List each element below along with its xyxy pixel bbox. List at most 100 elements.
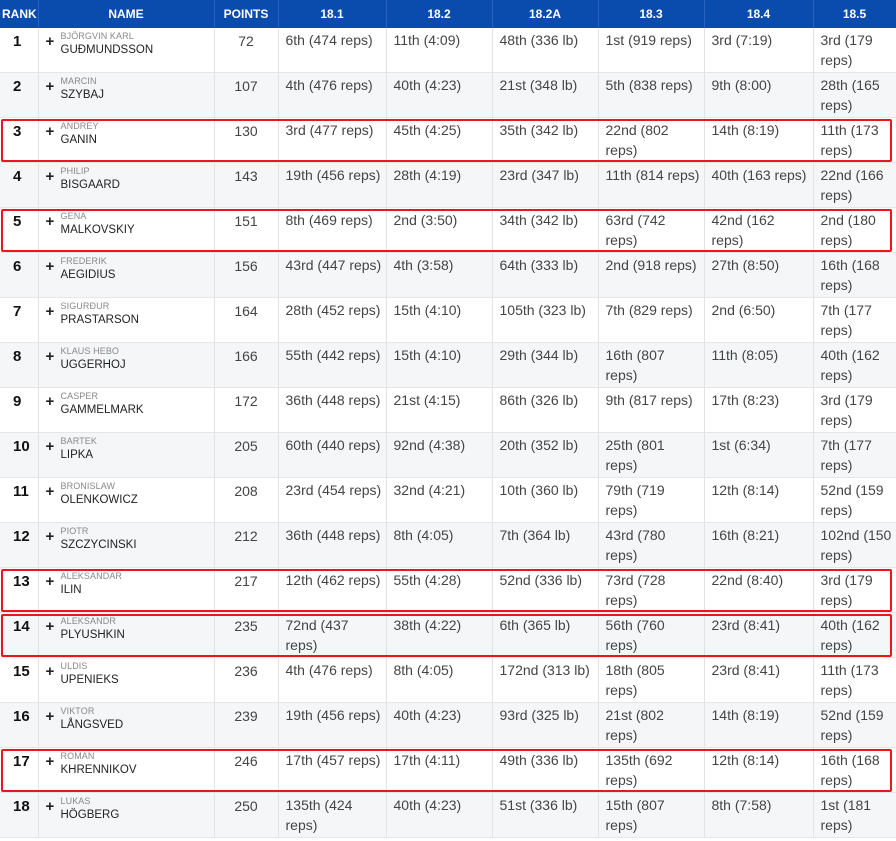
points-cell: 205	[214, 432, 279, 478]
header-18-5[interactable]: 18.5	[813, 0, 896, 28]
athlete-name-cell: + PHILIP BISGAARD	[38, 162, 215, 208]
workout-score-cell: 16th (8:21)	[704, 522, 814, 568]
athlete-last-name: LIPKA	[60, 449, 94, 461]
athlete-name-cell: + ALEKSANDAR ILIN	[38, 567, 215, 613]
expand-plus-icon[interactable]: +	[45, 168, 55, 185]
athlete-row[interactable]: 10 + BARTEK LIPKA 205 60th (440 reps) 92nd (4:…	[0, 432, 896, 478]
workout-score-cell: 7th (177 reps)	[813, 297, 896, 343]
expand-plus-icon[interactable]: +	[45, 483, 55, 500]
workout-score-cell: 93rd (325 lb)	[492, 702, 599, 748]
athlete-row[interactable]: 16 + VIKTOR LÅNGSVED 239 19th (456 reps) 40th …	[0, 702, 896, 748]
workout-score-cell: 8th (7:58)	[704, 792, 814, 838]
workout-score-cell: 8th (4:05)	[386, 522, 493, 568]
athlete-row[interactable]: 5 + GENA MALKOVSKIY 151 8th (469 reps) 2nd (3:…	[0, 207, 896, 253]
athlete-name-cell: + ANDREY GANIN	[38, 117, 215, 163]
expand-plus-icon[interactable]: +	[45, 348, 55, 365]
rank-cell: 6	[0, 252, 39, 298]
athlete-row[interactable]: 1 + BJÖRGVIN KARL GUÐMUNDSSON 72 6th (474 rep…	[0, 28, 896, 73]
expand-plus-icon[interactable]: +	[45, 123, 55, 140]
points-cell: 166	[214, 342, 279, 388]
header-18-1[interactable]: 18.1	[278, 0, 387, 28]
workout-score-cell: 22nd (166 reps)	[813, 162, 896, 208]
athlete-row[interactable]: 12 + PIOTR SZCZYCINSKI 212 36th (448 reps) 8th…	[0, 522, 896, 568]
expand-plus-icon[interactable]: +	[45, 573, 55, 590]
expand-plus-icon[interactable]: +	[45, 708, 55, 725]
workout-score-cell: 2nd (180 reps)	[813, 207, 896, 253]
expand-plus-icon[interactable]: +	[45, 213, 55, 230]
rank-cell: 18	[0, 792, 39, 838]
expand-plus-icon[interactable]: +	[45, 393, 55, 410]
athlete-row[interactable]: 8 + KLAUS HEBO UGGERHOJ 166 55th (442 reps) 15…	[0, 342, 896, 388]
header-points[interactable]: POINTS	[214, 0, 279, 28]
athlete-name-cell: + KLAUS HEBO UGGERHOJ	[38, 342, 215, 388]
points-cell: 212	[214, 522, 279, 568]
header-18-2a[interactable]: 18.2A	[492, 0, 599, 28]
athlete-first-name: FREDERIK	[60, 256, 107, 266]
expand-plus-icon[interactable]: +	[45, 528, 55, 545]
athlete-name-cell: + BJÖRGVIN KARL GUÐMUNDSSON	[38, 28, 215, 73]
workout-score-cell: 17th (4:11)	[386, 747, 493, 793]
athlete-row[interactable]: 11 + BRONISLAW OLENKOWICZ 208 23rd (454 reps)…	[0, 477, 896, 523]
expand-plus-icon[interactable]: +	[45, 303, 55, 320]
athlete-row[interactable]: 3 + ANDREY GANIN 130 3rd (477 reps) 45th (4:25…	[0, 117, 896, 163]
expand-plus-icon[interactable]: +	[45, 78, 55, 95]
athlete-first-name: PIOTR	[60, 526, 89, 536]
expand-plus-icon[interactable]: +	[45, 663, 55, 680]
expand-plus-icon[interactable]: +	[45, 753, 55, 770]
athlete-row[interactable]: 13 + ALEKSANDAR ILIN 217 12th (462 reps) 55th …	[0, 567, 896, 613]
expand-plus-icon[interactable]: +	[45, 798, 55, 815]
workout-score-cell: 11th (814 reps)	[598, 162, 705, 208]
athlete-row[interactable]: 2 + MARCIN SZYBAJ 107 4th (476 reps) 40th (4:2…	[0, 72, 896, 118]
athlete-row[interactable]: 6 + FREDERIK AEGIDIUS 156 43rd (447 reps) 4th …	[0, 252, 896, 298]
expand-plus-icon[interactable]: +	[45, 33, 55, 50]
workout-score-cell: 28th (165 reps)	[813, 72, 896, 118]
header-row: RANK NAME POINTS 18.1 18.2 18.2A 18.3 18…	[0, 0, 896, 28]
header-18-2[interactable]: 18.2	[386, 0, 493, 28]
athlete-first-name: CASPER	[60, 391, 99, 401]
athlete-row[interactable]: 17 + ROMAN KHRENNIKOV 246 17th (457 reps) 17th…	[0, 747, 896, 793]
header-18-3[interactable]: 18.3	[598, 0, 705, 28]
athlete-row[interactable]: 9 + CASPER GAMMELMARK 172 36th (448 reps) 21st…	[0, 387, 896, 433]
athlete-row[interactable]: 18 + LUKAS HÖGBERG 250 135th (424 reps) 40th (…	[0, 792, 896, 838]
athlete-last-name: PLYUSHKIN	[60, 629, 125, 641]
workout-score-cell: 49th (336 lb)	[492, 747, 599, 793]
athlete-last-name: HÖGBERG	[60, 809, 120, 821]
expand-plus-icon[interactable]: +	[45, 438, 55, 455]
athlete-name-cell: + VIKTOR LÅNGSVED	[38, 702, 215, 748]
athlete-last-name: GAMMELMARK	[60, 404, 144, 416]
athlete-row[interactable]: 4 + PHILIP BISGAARD 143 19th (456 reps) 28th (…	[0, 162, 896, 208]
workout-score-cell: 7th (829 reps)	[598, 297, 705, 343]
athlete-first-name: BRONISLAW	[60, 481, 116, 491]
workout-score-cell: 15th (4:10)	[386, 297, 493, 343]
workout-score-cell: 135th (692 reps)	[598, 747, 705, 793]
rank-cell: 15	[0, 657, 39, 703]
athlete-row[interactable]: 14 + ALEKSANDR PLYUSHKIN 235 72nd (437 reps) 3…	[0, 612, 896, 658]
workout-score-cell: 17th (8:23)	[704, 387, 814, 433]
expand-plus-icon[interactable]: +	[45, 618, 55, 635]
workout-score-cell: 40th (4:23)	[386, 702, 493, 748]
workout-score-cell: 29th (344 lb)	[492, 342, 599, 388]
athlete-last-name: AEGIDIUS	[60, 269, 116, 281]
expand-plus-icon[interactable]: +	[45, 258, 55, 275]
workout-score-cell: 40th (162 reps)	[813, 612, 896, 658]
athlete-row[interactable]: 15 + ULDIS UPENIEKS 236 4th (476 reps) 8th (4:…	[0, 657, 896, 703]
workout-score-cell: 8th (4:05)	[386, 657, 493, 703]
header-18-4[interactable]: 18.4	[704, 0, 814, 28]
workout-score-cell: 86th (326 lb)	[492, 387, 599, 433]
workout-score-cell: 23rd (8:41)	[704, 657, 814, 703]
athlete-last-name: GUÐMUNDSSON	[60, 44, 154, 56]
athlete-row[interactable]: 7 + SIGURÐUR PRASTARSON 164 28th (452 reps) 15…	[0, 297, 896, 343]
header-name[interactable]: NAME	[38, 0, 215, 28]
rank-cell: 14	[0, 612, 39, 658]
workout-score-cell: 3rd (179 reps)	[813, 387, 896, 433]
athlete-last-name: ILIN	[60, 584, 82, 596]
workout-score-cell: 32nd (4:21)	[386, 477, 493, 523]
workout-score-cell: 3rd (477 reps)	[278, 117, 387, 163]
workout-score-cell: 16th (807 reps)	[598, 342, 705, 388]
workout-score-cell: 23rd (347 lb)	[492, 162, 599, 208]
workout-score-cell: 25th (801 reps)	[598, 432, 705, 478]
workout-score-cell: 38th (4:22)	[386, 612, 493, 658]
header-rank[interactable]: RANK	[0, 0, 39, 28]
athlete-name-cell: + FREDERIK AEGIDIUS	[38, 252, 215, 298]
athlete-first-name: ALEKSANDAR	[60, 571, 123, 581]
